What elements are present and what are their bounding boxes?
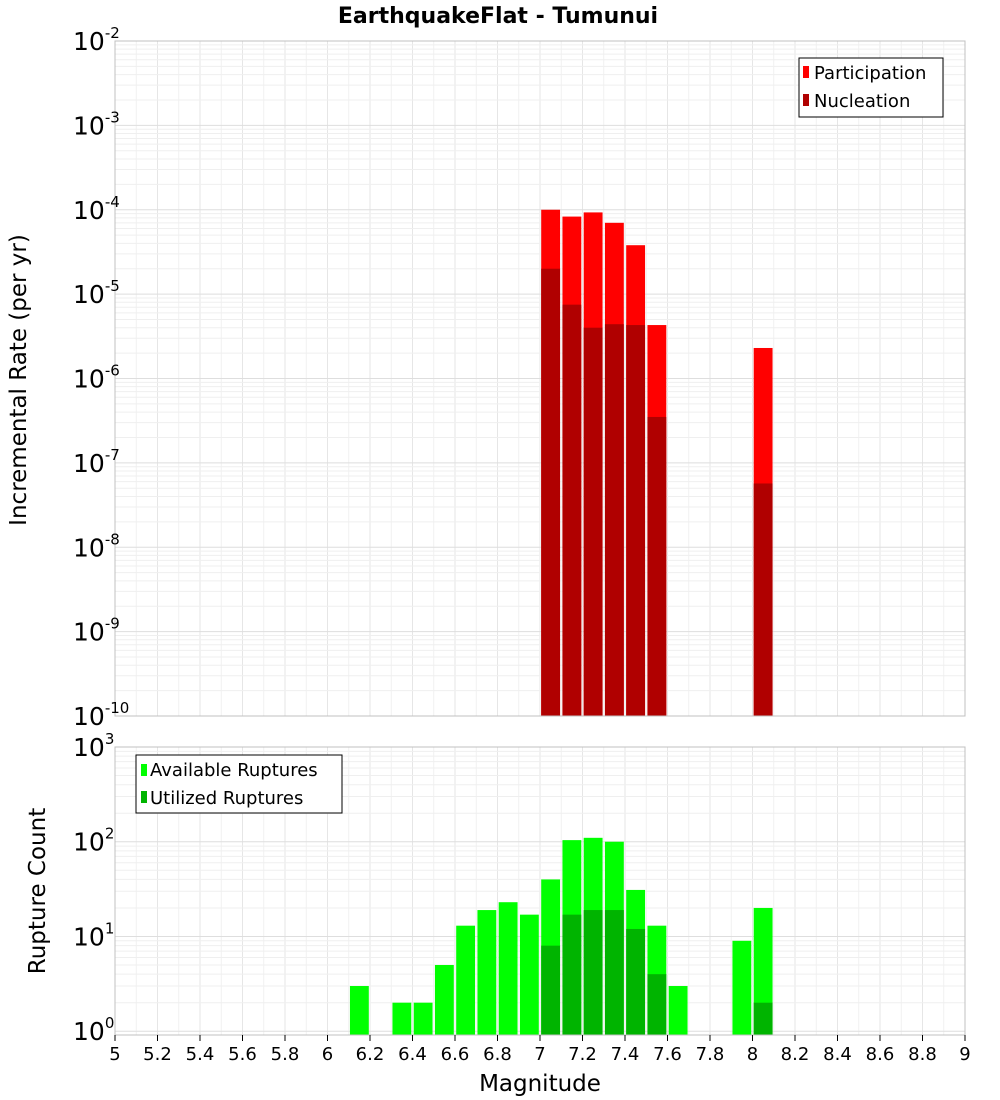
counts-y-axis-label: Rupture Count (25, 808, 51, 974)
rates-legend-box (798, 57, 944, 118)
x-tick-label: 8.6 (866, 1044, 895, 1065)
counts-bars (349, 837, 773, 1035)
rates-nucleation-bar (541, 268, 561, 716)
counts-available-ruptures-bar (392, 1002, 412, 1035)
x-tick-label: 7.4 (611, 1044, 640, 1065)
counts-available-ruptures-bar (498, 902, 518, 1035)
rates-grid (114, 41, 966, 717)
x-tick-label: 6.6 (441, 1044, 470, 1065)
counts-utilized-ruptures-bar (604, 910, 624, 1035)
x-tick-label: 7.8 (696, 1044, 725, 1065)
participation-legend-swatch (803, 66, 809, 78)
rates-y-tick-label: 10-9 (73, 615, 120, 647)
counts-available-ruptures-bar (456, 925, 476, 1035)
counts-utilized-ruptures-bar (562, 914, 582, 1035)
x-tick-label: 7.2 (568, 1044, 597, 1065)
counts-legend: Available Ruptures Utilized Ruptures (135, 754, 343, 814)
counts-available-ruptures-bar (668, 986, 688, 1035)
x-ticks: 5 5.2 5.4 5.6 5.8 6 6.2 6.4 6.6 6.8 7 7.2 7.4 7.6 7.8 8… (109, 1035, 971, 1065)
rates-plot-frame (114, 40, 966, 717)
chart-title: EarthquakeFlat - Tumunui (338, 4, 658, 29)
rates-y-tick-label: 10-10 (73, 699, 129, 731)
rates-y-tick-label: 10-3 (73, 108, 120, 140)
rates-nucleation-bar (647, 416, 667, 716)
x-tick-label: 6.8 (483, 1044, 512, 1065)
counts-available-ruptures-bar (434, 964, 454, 1035)
counts-y-tick-label: 100 (73, 1014, 114, 1046)
x-tick-label: 5.8 (271, 1044, 300, 1065)
counts-y-tick-label: 102 (73, 825, 114, 857)
counts-y-ticks: 103 102 101 100 (73, 730, 114, 1046)
participation-legend-label: Participation (814, 63, 926, 84)
rates-y-tick-label: 10-7 (73, 446, 120, 478)
x-tick-label: 6 (322, 1044, 333, 1065)
x-tick-label: 5.6 (228, 1044, 257, 1065)
available-legend-label: Available Ruptures (150, 760, 318, 781)
rates-y-tick-label: 10-8 (73, 530, 120, 562)
x-tick-label: 5.4 (186, 1044, 215, 1065)
rates-y-tick-label: 10-5 (73, 277, 120, 309)
x-tick-label: 6.2 (356, 1044, 385, 1065)
rates-legend: Participation Nucleation (798, 57, 944, 118)
nucleation-legend-swatch (803, 94, 809, 106)
rates-y-axis-label: Incremental Rate (per yr) (6, 234, 32, 526)
rates-y-tick-label: 10-2 (73, 24, 120, 56)
x-tick-label: 7.6 (653, 1044, 682, 1065)
x-tick-label: 8.8 (908, 1044, 937, 1065)
counts-available-ruptures-bar (349, 986, 369, 1035)
x-tick-label: 5 (109, 1044, 120, 1065)
counts-utilized-ruptures-bar (626, 928, 646, 1035)
counts-legend-box (135, 754, 343, 814)
utilized-legend-label: Utilized Ruptures (150, 788, 303, 809)
counts-utilized-ruptures-bar (583, 910, 603, 1035)
counts-available-ruptures-bar (477, 910, 497, 1035)
counts-utilized-ruptures-bar (753, 1002, 773, 1035)
x-axis-label: Magnitude (479, 1071, 601, 1097)
counts-available-ruptures-bar (519, 914, 539, 1035)
counts-y-tick-label: 103 (73, 730, 114, 762)
counts-panel: 103 102 101 100 Rupture Count Available Rup… (25, 730, 966, 1046)
counts-available-ruptures-bar (732, 940, 752, 1035)
x-tick-label: 9 (959, 1044, 970, 1065)
rates-nucleation-bar (604, 324, 624, 716)
counts-utilized-ruptures-bar (541, 945, 561, 1035)
rates-nucleation-bar (753, 483, 773, 716)
available-legend-swatch (141, 764, 147, 776)
rates-y-tick-label: 10-6 (73, 362, 120, 394)
rates-panel: 10-2 10-3 10-4 10-5 10-6 10-7 10-8 10-9 10-10 In… (6, 24, 966, 731)
x-tick-label: 5.2 (143, 1044, 172, 1065)
rates-bars (541, 209, 773, 717)
counts-utilized-ruptures-bar (647, 974, 667, 1035)
x-tick-label: 6.4 (398, 1044, 427, 1065)
rates-y-tick-label: 10-4 (73, 193, 120, 225)
x-tick-label: 8 (747, 1044, 758, 1065)
x-tick-label: 8.4 (823, 1044, 852, 1065)
rates-nucleation-bar (562, 304, 582, 716)
utilized-legend-swatch (141, 791, 147, 803)
rates-y-ticks: 10-2 10-3 10-4 10-5 10-6 10-7 10-8 10-9 10-10 (73, 24, 129, 731)
rates-nucleation-bar (583, 327, 603, 716)
rates-nucleation-bar (626, 325, 646, 716)
x-tick-label: 7 (534, 1044, 545, 1065)
counts-available-ruptures-bar (413, 1002, 433, 1035)
nucleation-legend-label: Nucleation (814, 91, 910, 112)
counts-y-tick-label: 101 (73, 919, 114, 951)
x-tick-label: 8.2 (781, 1044, 810, 1065)
